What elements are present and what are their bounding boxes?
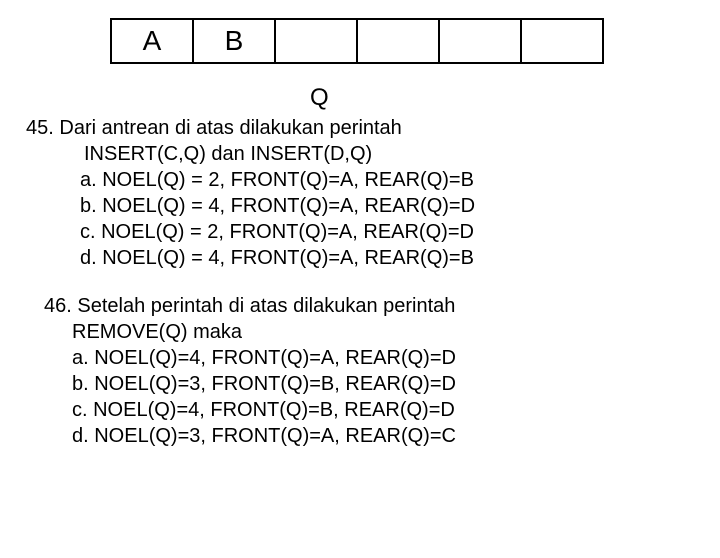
q46-option-a: a. NOEL(Q)=4, FRONT(Q)=A, REAR(Q)=D xyxy=(72,345,720,371)
queue-cell: A xyxy=(111,19,193,63)
q45-text1: Dari antrean di atas dilakukan perintah xyxy=(59,117,401,139)
queue-label: Q xyxy=(310,82,720,113)
q45-option-c: c. NOEL(Q) = 2, FRONT(Q)=A, REAR(Q)=D xyxy=(80,219,720,245)
q46-line1: 46. Setelah perintah di atas dilakukan p… xyxy=(44,293,720,319)
queue-cell: B xyxy=(193,19,275,63)
queue-cell xyxy=(275,19,357,63)
q46-option-c: c. NOEL(Q)=4, FRONT(Q)=B, REAR(Q)=D xyxy=(72,397,720,423)
q46-text1: Setelah perintah di atas dilakukan perin… xyxy=(77,295,455,317)
q45-option-b: b. NOEL(Q) = 4, FRONT(Q)=A, REAR(Q)=D xyxy=(80,193,720,219)
q45-option-a: a. NOEL(Q) = 2, FRONT(Q)=A, REAR(Q)=B xyxy=(80,167,720,193)
queue-table: A B xyxy=(110,18,604,64)
q46-option-d: d. NOEL(Q)=3, FRONT(Q)=A, REAR(Q)=C xyxy=(72,423,720,449)
q45-number: 45. xyxy=(26,117,54,139)
q46-option-b: b. NOEL(Q)=3, FRONT(Q)=B, REAR(Q)=D xyxy=(72,371,720,397)
q46-number: 46. xyxy=(44,295,72,317)
q46-line2: REMOVE(Q) maka xyxy=(72,319,720,345)
queue-cell xyxy=(439,19,521,63)
question-46: 46. Setelah perintah di atas dilakukan p… xyxy=(44,293,720,449)
question-45: 45. Dari antrean di atas dilakukan perin… xyxy=(26,115,720,271)
queue-cell xyxy=(357,19,439,63)
q45-option-d: d. NOEL(Q) = 4, FRONT(Q)=A, REAR(Q)=B xyxy=(80,245,720,271)
q45-line1: 45. Dari antrean di atas dilakukan perin… xyxy=(26,115,720,141)
queue-cell xyxy=(521,19,603,63)
queue-row: A B xyxy=(111,19,603,63)
q45-line2: INSERT(C,Q) dan INSERT(D,Q) xyxy=(84,141,720,167)
